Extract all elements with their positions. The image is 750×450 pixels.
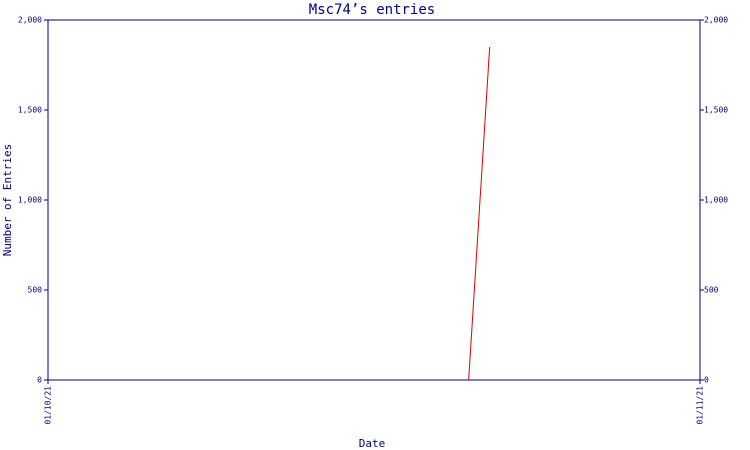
x-axis-label: Date: [359, 437, 386, 450]
x-tick-label: 01/11/21: [696, 386, 705, 425]
y-tick-label: 0: [37, 376, 42, 385]
plot-frame: [47, 19, 701, 381]
y2-tick-label: 0: [704, 376, 709, 385]
y-axis-label: Number of Entries: [1, 144, 14, 257]
x-tick-label: 01/10/21: [44, 386, 53, 425]
y2-tick-label: 2,000: [704, 16, 728, 25]
y2-tick-label: 500: [704, 286, 719, 295]
y-tick-label: 500: [28, 286, 43, 295]
data-line: [468, 46, 491, 381]
y2-tick-label: 1,500: [704, 106, 728, 115]
y-tick-label: 2,000: [18, 16, 42, 25]
y-tick-label: 1,500: [18, 106, 42, 115]
chart-title: Msc74’s entries: [309, 2, 435, 18]
y-tick-label: 1,000: [18, 196, 42, 205]
y2-tick-label: 1,000: [704, 196, 728, 205]
